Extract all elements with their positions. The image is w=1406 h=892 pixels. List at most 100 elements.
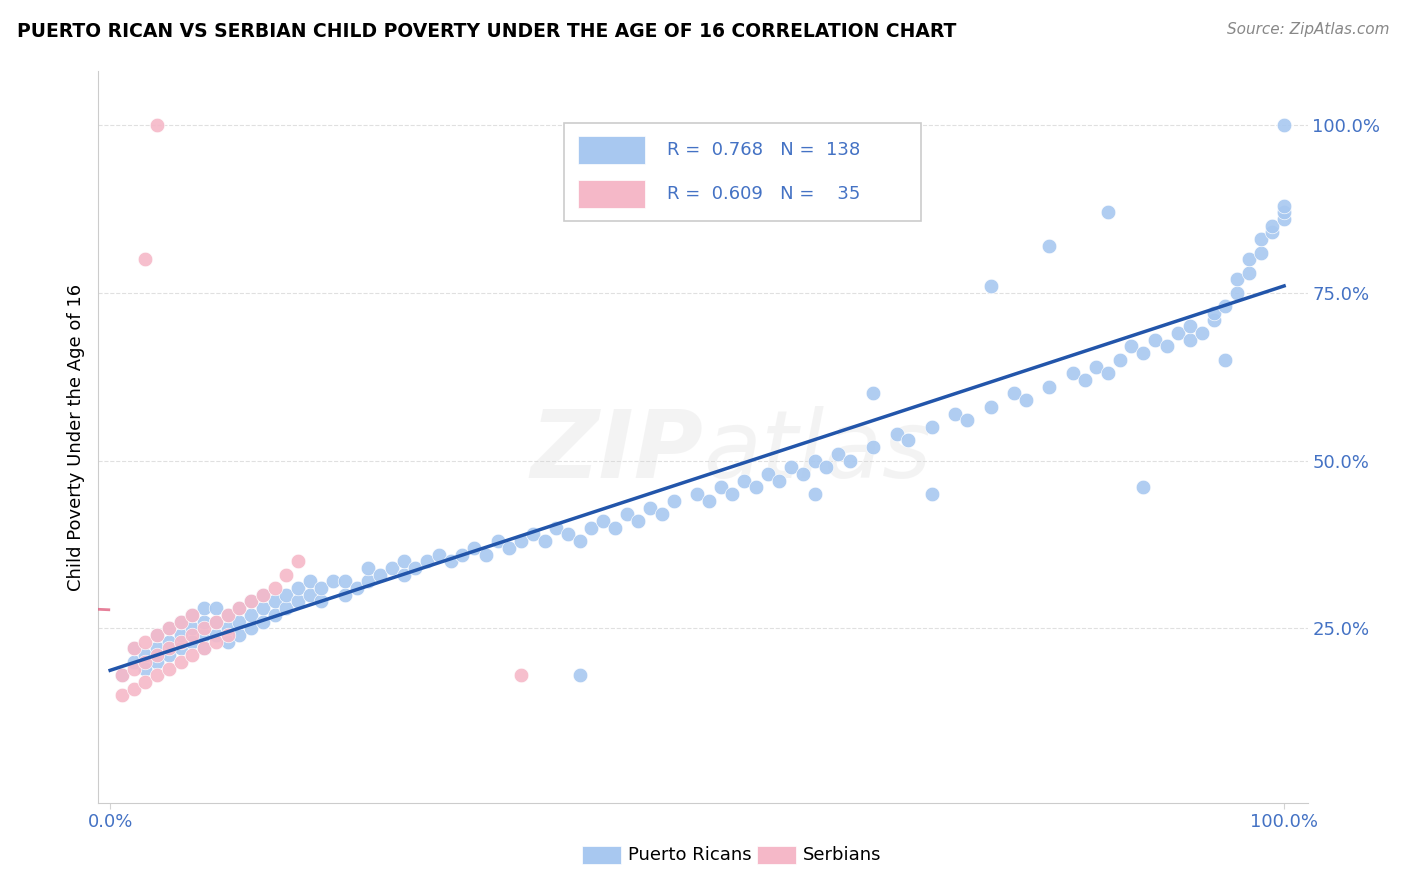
Point [228,601,250,615]
Point [111,689,134,703]
Point [204,628,226,642]
Point [392,554,415,568]
Point [921,420,943,434]
Point [263,607,285,622]
Point [217,607,239,622]
Point [427,548,450,562]
Point [333,574,356,589]
Point [134,675,156,690]
Point [346,581,368,595]
Point [498,541,520,555]
Point [134,662,156,676]
Point [193,621,215,635]
Point [803,453,825,467]
Point [921,487,943,501]
Point [298,588,321,602]
Point [157,648,180,662]
Point [276,588,298,602]
Point [568,668,591,682]
Point [240,607,263,622]
Point [134,252,156,267]
Point [557,527,579,541]
Point [522,527,544,541]
Point [533,534,555,549]
Bar [578,180,645,208]
Point [745,480,768,494]
Point [287,594,309,608]
Point [768,474,790,488]
Point [945,407,967,421]
Point [1202,312,1225,326]
Point [1226,285,1249,300]
Point [710,480,733,494]
Point [146,641,169,656]
Point [1167,326,1189,340]
Point [322,574,344,589]
Point [357,561,380,575]
FancyBboxPatch shape [564,122,921,221]
Point [240,594,263,608]
Point [357,574,380,589]
Point [862,386,884,401]
Point [1250,232,1272,246]
Text: atlas: atlas [703,406,931,497]
Point [181,621,204,635]
Point [568,534,591,549]
Point [827,447,849,461]
Point [1097,205,1119,219]
Point [1180,319,1202,334]
Point [181,607,204,622]
Point [381,561,404,575]
Point [1202,306,1225,320]
Point [603,521,626,535]
Point [1143,333,1166,347]
Point [204,634,226,648]
Point [1272,118,1295,132]
Point [146,668,169,682]
Point [638,500,661,515]
Point [1261,219,1284,233]
Point [510,534,533,549]
Point [1015,393,1038,408]
Point [157,634,180,648]
Point [1237,252,1260,267]
Point [146,628,169,642]
Point [193,641,215,656]
Point [1272,198,1295,212]
Point [651,508,673,522]
Point [298,574,321,589]
Point [146,655,169,669]
Point [792,467,814,481]
Point [276,567,298,582]
Point [886,426,908,441]
Bar [582,846,621,864]
Point [862,440,884,454]
Point [1132,480,1154,494]
Point [1121,339,1143,353]
Point [157,621,180,635]
Point [287,581,309,595]
Point [1156,339,1178,353]
Point [217,607,239,622]
Point [686,487,709,501]
Point [134,655,156,669]
Point [204,615,226,629]
Text: Serbians: Serbians [803,847,882,864]
Point [169,628,191,642]
Point [146,648,169,662]
Point [475,548,498,562]
Point [838,453,860,467]
Point [510,668,533,682]
Point [1002,386,1025,401]
Point [897,434,920,448]
Point [157,662,180,676]
Bar [758,846,796,864]
Point [122,655,145,669]
Point [111,668,134,682]
Point [1215,299,1237,313]
Point [169,641,191,656]
Point [1250,245,1272,260]
Point [111,668,134,682]
Point [1073,373,1095,387]
Point [217,621,239,635]
